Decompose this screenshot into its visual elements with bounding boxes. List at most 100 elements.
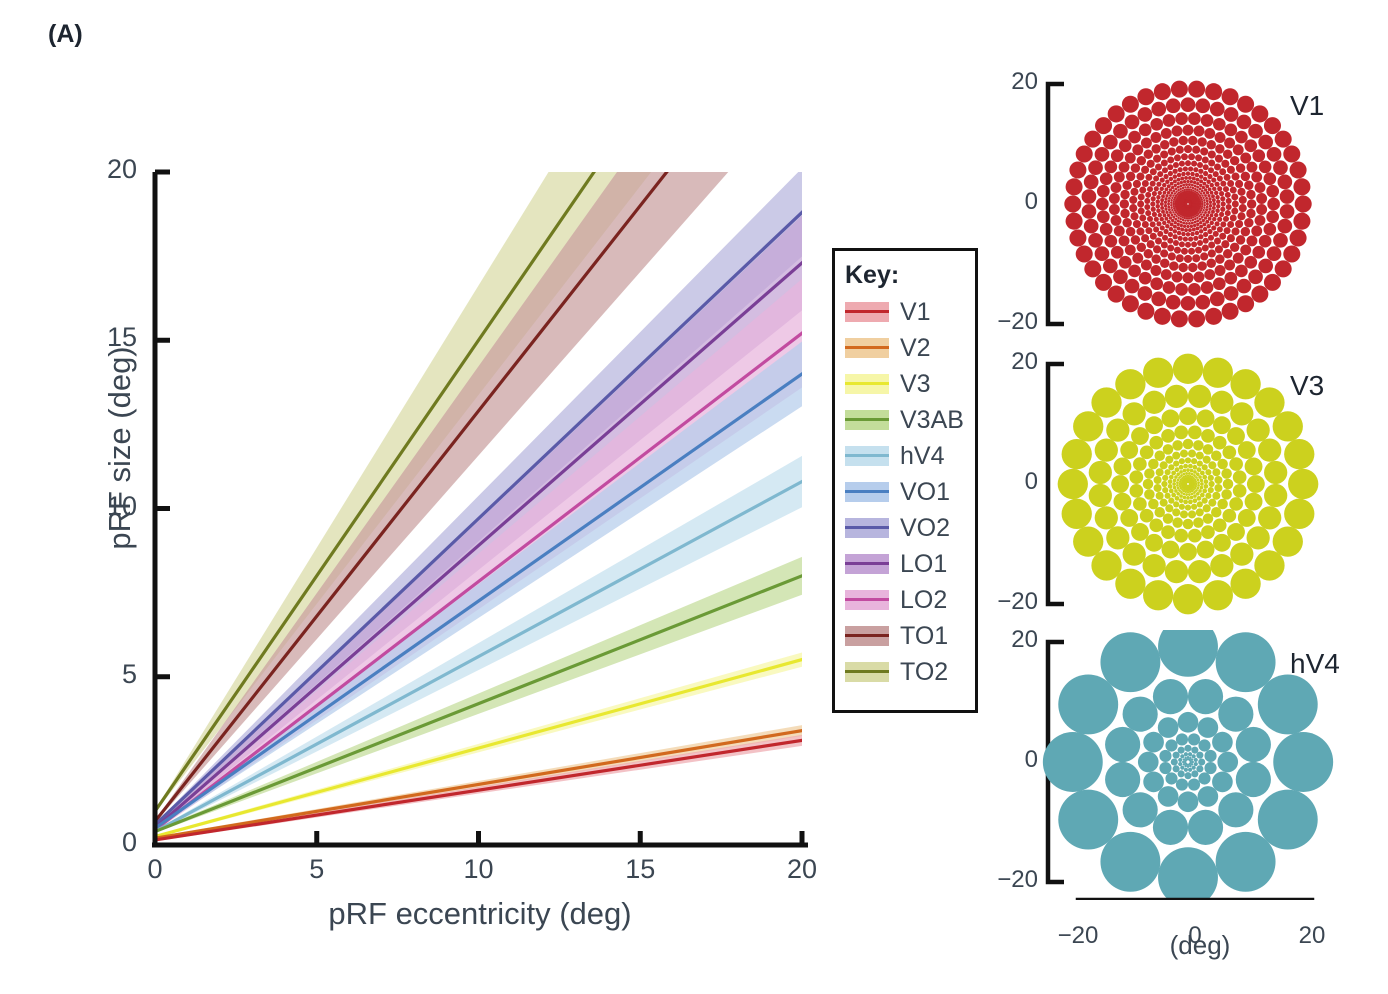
prf-circle bbox=[1263, 172, 1277, 186]
prf-circle bbox=[1244, 218, 1254, 228]
prf-circle bbox=[1170, 218, 1175, 223]
prf-circle bbox=[1176, 481, 1179, 485]
prf-circle bbox=[1165, 224, 1170, 229]
legend-item-lo1[interactable]: LO1 bbox=[845, 546, 975, 582]
prf-circle bbox=[1193, 517, 1204, 528]
prf-circle bbox=[1169, 261, 1179, 271]
prf-circle bbox=[1192, 189, 1195, 192]
prf-circle bbox=[1130, 187, 1139, 196]
prf-size-vs-eccentricity-chart bbox=[152, 169, 808, 848]
prf-circle bbox=[1160, 150, 1169, 159]
legend-item-v2[interactable]: V2 bbox=[845, 330, 975, 366]
legend-item-label: LO1 bbox=[900, 549, 948, 578]
prf-circle bbox=[1237, 509, 1256, 527]
prf-circle bbox=[1162, 513, 1174, 524]
prf-circle bbox=[1172, 168, 1178, 174]
prf-circle bbox=[1177, 214, 1181, 217]
prf-circle bbox=[1204, 749, 1217, 763]
prf-circle bbox=[1198, 739, 1211, 752]
legend-item-lo2[interactable]: LO2 bbox=[845, 582, 975, 618]
prf-circle bbox=[1206, 224, 1211, 229]
prf-circle bbox=[1258, 234, 1272, 248]
prf-circle bbox=[1212, 518, 1227, 533]
prf-circle bbox=[1145, 416, 1163, 435]
legend-item-to2[interactable]: TO2 bbox=[845, 654, 975, 690]
prf-circle bbox=[1175, 778, 1189, 791]
prf-circle bbox=[1058, 789, 1119, 850]
prf-circle bbox=[1180, 247, 1188, 255]
prf-circle bbox=[1202, 474, 1208, 480]
prf-circle bbox=[1231, 193, 1239, 201]
prf-circle bbox=[1185, 221, 1188, 225]
prf-circle bbox=[1202, 444, 1214, 455]
prf-circle bbox=[1224, 137, 1236, 149]
prf-circle bbox=[1186, 219, 1190, 222]
prf-circle bbox=[1235, 130, 1248, 144]
fit-line-hv4 bbox=[155, 479, 802, 833]
prf-circle bbox=[1219, 211, 1225, 217]
prf-circle bbox=[1208, 197, 1212, 201]
prf-circle bbox=[1244, 457, 1263, 476]
prf-circle bbox=[1204, 269, 1216, 281]
prf-circle bbox=[1179, 184, 1183, 188]
legend-item-v1[interactable]: V1 bbox=[845, 294, 975, 330]
prf-circle bbox=[1215, 208, 1220, 213]
prf-circle bbox=[1214, 475, 1223, 485]
prf-circle bbox=[1120, 189, 1130, 200]
prf-circle bbox=[1210, 554, 1234, 578]
prf-circle bbox=[1258, 506, 1282, 530]
prf-circle bbox=[1229, 186, 1237, 194]
prf-circle bbox=[1165, 455, 1174, 464]
prf-circle bbox=[1155, 199, 1160, 204]
prf-circle bbox=[1151, 144, 1161, 154]
prf-circle bbox=[1191, 160, 1198, 167]
prf-circle bbox=[1193, 486, 1197, 490]
prf-circle bbox=[1193, 470, 1197, 474]
legend-item-vo2[interactable]: VO2 bbox=[845, 510, 975, 546]
prf-circle bbox=[1195, 98, 1211, 114]
prf-circle bbox=[1161, 409, 1180, 428]
prf-circle bbox=[1227, 427, 1245, 445]
prf-circle bbox=[1162, 474, 1169, 481]
prf-circle bbox=[1187, 217, 1191, 220]
prf-circle bbox=[1172, 353, 1204, 384]
prf-circle bbox=[1143, 149, 1154, 159]
prf-circle bbox=[1106, 418, 1130, 442]
prf-circle bbox=[1178, 476, 1181, 479]
legend-item-vo1[interactable]: VO1 bbox=[845, 474, 975, 510]
prf-circle bbox=[1188, 247, 1196, 255]
prf-circle bbox=[1122, 180, 1132, 190]
prf-circle bbox=[1182, 468, 1187, 473]
legend-item-hv4[interactable]: hV4 bbox=[845, 438, 975, 474]
legend-swatch-v2 bbox=[845, 338, 889, 358]
legend-item-v3[interactable]: V3 bbox=[845, 366, 975, 402]
prf-circle bbox=[1204, 194, 1207, 197]
prf-circle bbox=[1185, 183, 1188, 187]
prf-circle bbox=[1159, 761, 1172, 775]
prf-circle bbox=[1214, 154, 1223, 163]
prf-circle bbox=[1165, 179, 1170, 184]
legend-item-to1[interactable]: TO1 bbox=[845, 618, 975, 654]
prf-circle bbox=[1125, 171, 1136, 182]
legend-swatch-v3 bbox=[845, 374, 889, 394]
prf-circle bbox=[1198, 215, 1201, 218]
legend-item-v3ab[interactable]: V3AB bbox=[845, 402, 975, 438]
prf-circle bbox=[1198, 475, 1202, 479]
prf-circle bbox=[1148, 458, 1159, 470]
prf-circle bbox=[1113, 457, 1132, 476]
prf-circle bbox=[1190, 472, 1194, 476]
prf-circle bbox=[1167, 170, 1174, 177]
prf-circle bbox=[1202, 504, 1211, 513]
prf-circle bbox=[1248, 123, 1263, 139]
prf-circle bbox=[1179, 407, 1197, 426]
prf-circle bbox=[1137, 302, 1155, 320]
prf-circle bbox=[1107, 285, 1125, 303]
prf-circle bbox=[1094, 246, 1110, 262]
prf-circle bbox=[1110, 214, 1122, 226]
prf-circle bbox=[1137, 286, 1153, 301]
prf-circle bbox=[1161, 194, 1165, 199]
prf-circle bbox=[1162, 220, 1167, 226]
prf-circle bbox=[1223, 173, 1231, 181]
prf-circle bbox=[1156, 208, 1161, 213]
prf-circle bbox=[1185, 217, 1189, 220]
